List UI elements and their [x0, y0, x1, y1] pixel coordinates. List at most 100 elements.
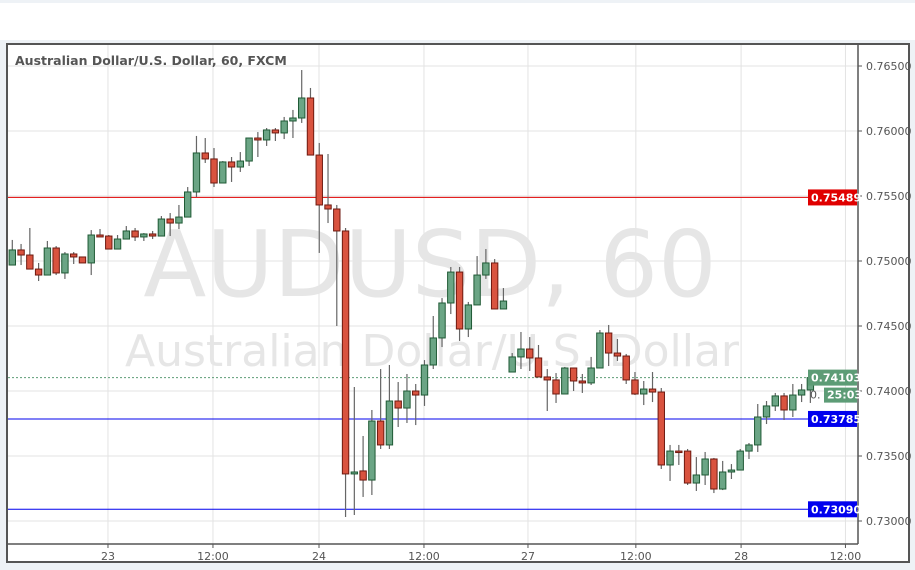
candle-body	[499, 300, 508, 310]
candle-down	[534, 344, 543, 378]
price-tag	[808, 410, 857, 427]
candle-body	[43, 247, 52, 276]
candle-down	[333, 204, 341, 326]
candle-body	[289, 117, 297, 122]
candle-body	[324, 204, 332, 210]
candle-body	[482, 262, 490, 276]
candle-body	[412, 390, 420, 396]
candle-down	[271, 128, 280, 142]
candle-body	[736, 450, 744, 471]
candle-up	[236, 152, 245, 172]
candle-body	[368, 420, 376, 481]
price-axis[interactable]: 0.76500 0.76000 0.75500 0.75000 0.74500 0.740…	[858, 60, 912, 528]
candle-body	[254, 137, 262, 141]
candle-down	[166, 213, 174, 237]
time-tick-label: 12:00	[408, 550, 440, 563]
candle-up	[8, 239, 17, 266]
candle-body	[166, 218, 174, 224]
candle-body	[192, 152, 201, 193]
candle-up	[561, 366, 569, 395]
candle-body	[596, 332, 604, 369]
candle-down	[578, 373, 587, 393]
price-tick-label: 0.75000	[866, 255, 912, 268]
candle-body	[473, 274, 481, 306]
time-tick-label: 27	[521, 550, 535, 563]
candles	[8, 70, 815, 517]
candle-up	[789, 383, 797, 417]
candle-body	[131, 230, 139, 238]
candle-up	[736, 448, 744, 471]
top-bar	[0, 3, 915, 40]
price-tag-label: 0.74103	[811, 372, 861, 385]
candle-up	[482, 249, 490, 279]
candle-up	[219, 161, 227, 184]
candle-body	[298, 97, 306, 119]
candle-up	[122, 226, 131, 240]
candle-down	[96, 229, 104, 238]
candle-down	[376, 369, 385, 449]
candle-body	[490, 262, 499, 310]
candle-down	[210, 148, 218, 188]
candle-up	[87, 230, 95, 276]
candle-up	[280, 116, 288, 140]
hidden-tick-fragment: 0.	[810, 389, 821, 402]
candle-body	[543, 376, 551, 381]
candle-up	[175, 204, 183, 230]
candle-body	[780, 395, 788, 411]
candle-up	[368, 409, 376, 495]
candle-up	[640, 380, 648, 406]
price-tag-label: 0.73785	[811, 413, 861, 426]
candle-down	[394, 382, 402, 428]
candle-body	[797, 389, 806, 396]
candle-body	[69, 253, 78, 258]
time-tick-label: 23	[101, 550, 115, 563]
candle-body	[87, 234, 95, 264]
candle-up	[438, 298, 446, 348]
candle-body	[701, 458, 709, 476]
candle-up	[666, 444, 674, 481]
candle-up	[245, 137, 253, 166]
candle-body	[350, 471, 359, 475]
candle-body	[771, 395, 779, 407]
candle-body	[219, 161, 227, 184]
candle-body	[569, 367, 578, 382]
candle-body	[438, 302, 446, 339]
candle-down	[306, 87, 315, 156]
candle-up	[262, 128, 271, 146]
candle-body	[385, 400, 394, 446]
candle-up	[771, 392, 779, 412]
candle-body	[789, 394, 797, 411]
candle-body	[508, 356, 516, 373]
candle-body	[420, 364, 429, 396]
candle-body	[552, 379, 560, 395]
candle-body	[52, 247, 60, 274]
candle-up	[718, 460, 727, 491]
candle-down	[412, 383, 420, 426]
time-axis[interactable]: 23 12:00 24 12:00 27 12:00 28 12:00	[101, 544, 861, 563]
candle-down	[613, 339, 622, 361]
price-tick-label: 0.75500	[866, 190, 912, 203]
candle-body	[280, 120, 288, 134]
candle-body	[534, 357, 543, 378]
countdown-box	[824, 387, 857, 403]
price-tags: 0.75489 0.73785 0.73090 0.74103 25:03 0.	[808, 189, 862, 518]
candle-body	[648, 388, 657, 393]
candle-body	[526, 348, 534, 359]
candle-up	[429, 315, 437, 370]
candle-body	[140, 233, 148, 238]
price-tick-label: 0.73500	[866, 450, 912, 463]
candle-body	[236, 160, 245, 168]
price-tick-label: 0.76000	[866, 125, 912, 138]
candle-down	[622, 353, 630, 384]
time-tick-label: 28	[734, 550, 748, 563]
candle-up	[61, 252, 69, 279]
candle-body	[727, 469, 736, 473]
candle-up	[140, 233, 148, 241]
candle-body	[245, 137, 253, 162]
candle-body	[17, 249, 25, 256]
candle-down	[780, 392, 788, 420]
candle-down	[675, 444, 683, 465]
candle-body	[376, 420, 385, 446]
candle-body	[359, 470, 367, 481]
